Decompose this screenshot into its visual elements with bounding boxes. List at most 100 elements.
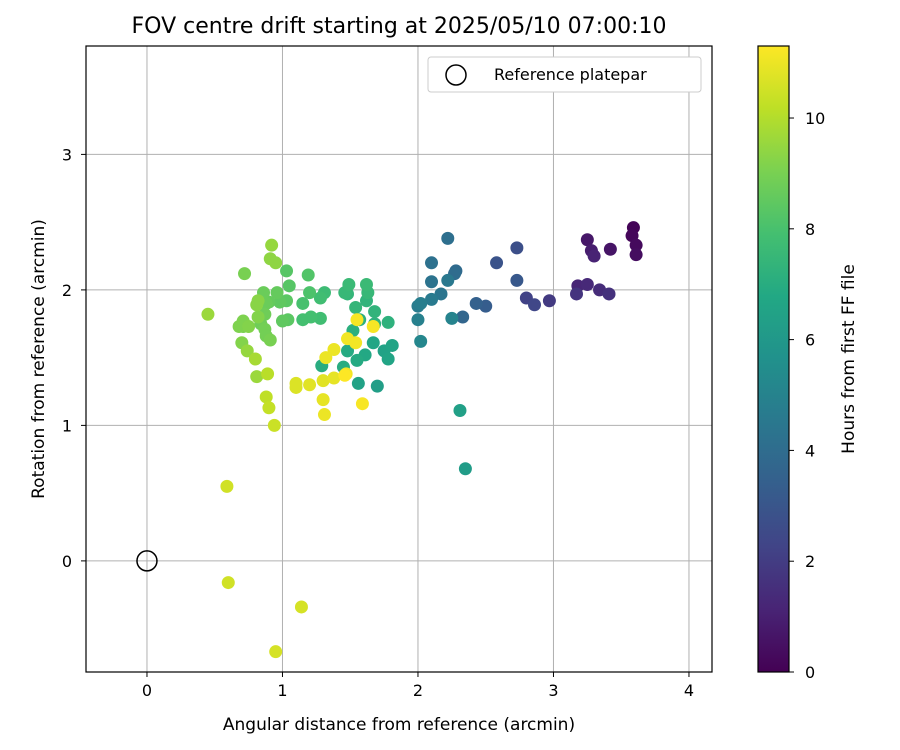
data-point <box>338 368 352 382</box>
data-point <box>469 296 483 310</box>
data-point <box>269 645 283 659</box>
data-point <box>425 256 439 270</box>
colorbar: 0 2 4 6 8 10 Hours from first FF file <box>757 45 859 682</box>
data-point <box>580 233 594 247</box>
x-axis-label: Angular distance from reference (arcmin) <box>223 715 575 735</box>
y-tick-label: 2 <box>62 281 72 300</box>
x-tick-label: 2 <box>413 681 423 700</box>
data-point <box>458 462 472 476</box>
colorbar-tick-label: 0 <box>805 663 815 682</box>
data-point <box>275 314 289 328</box>
data-point <box>342 277 356 291</box>
colorbar-label: Hours from first FF file <box>839 264 859 454</box>
data-point <box>296 296 310 310</box>
data-point <box>259 390 273 404</box>
x-tick-label: 3 <box>548 681 558 700</box>
data-point <box>294 600 308 614</box>
data-point <box>248 352 262 366</box>
data-point <box>570 287 584 301</box>
data-point <box>350 353 364 367</box>
data-point <box>263 333 277 347</box>
chart-title: FOV centre drift starting at 2025/05/10 … <box>132 14 667 39</box>
data-point <box>414 334 428 348</box>
data-point <box>350 313 364 327</box>
data-point <box>282 279 296 293</box>
data-point <box>366 336 380 350</box>
y-tick-label: 1 <box>62 416 72 435</box>
data-point <box>327 371 341 385</box>
data-point <box>251 294 265 308</box>
data-point <box>385 338 399 352</box>
data-point <box>319 351 333 365</box>
data-point <box>381 352 395 366</box>
data-point <box>542 294 556 308</box>
x-tick-label: 0 <box>142 681 152 700</box>
y-tick-label: 0 <box>62 552 72 571</box>
data-point <box>580 277 594 291</box>
data-point <box>220 479 234 493</box>
data-point <box>313 311 327 325</box>
data-point <box>453 403 467 417</box>
data-point <box>201 307 215 321</box>
data-point <box>425 275 439 289</box>
x-tick-label: 4 <box>684 681 694 700</box>
colorbar-tick-label: 6 <box>805 331 815 350</box>
data-point <box>510 273 524 287</box>
colorbar-ticks: 0 2 4 6 8 10 <box>789 109 825 682</box>
data-point <box>411 313 425 327</box>
data-points <box>201 221 643 659</box>
data-point <box>603 242 617 256</box>
axis-ticks: 0 1 2 3 4 0 1 2 3 <box>62 145 694 700</box>
data-point <box>587 249 601 263</box>
legend-box <box>427 56 702 93</box>
data-point <box>602 287 616 301</box>
data-point <box>414 296 428 310</box>
data-point <box>341 344 355 358</box>
data-point <box>267 418 281 432</box>
data-point <box>269 256 283 270</box>
data-point <box>629 238 643 252</box>
data-point <box>359 277 373 291</box>
data-point <box>303 286 317 300</box>
data-point <box>456 310 470 324</box>
legend-reference-marker <box>445 64 467 86</box>
data-point <box>317 408 331 422</box>
data-point <box>238 267 252 281</box>
colorbar-tick-label: 2 <box>805 552 815 571</box>
data-point <box>490 256 504 270</box>
data-point <box>349 301 363 315</box>
data-point <box>445 311 459 325</box>
data-point <box>351 376 365 390</box>
x-tick-label: 1 <box>277 681 287 700</box>
data-point <box>370 379 384 393</box>
data-point <box>629 248 643 262</box>
data-point <box>303 378 317 392</box>
reference-platepar-marker <box>136 550 158 572</box>
data-point <box>262 401 276 415</box>
data-point <box>242 319 256 333</box>
plot-area-frame <box>85 45 713 673</box>
data-point <box>381 315 395 329</box>
data-point <box>441 231 455 245</box>
data-point <box>296 313 310 327</box>
data-point <box>280 264 294 278</box>
data-point <box>270 286 284 300</box>
data-point <box>349 336 363 350</box>
data-point <box>355 397 369 411</box>
colorbar-gradient <box>757 45 790 673</box>
colorbar-tick-label: 8 <box>805 220 815 239</box>
data-point <box>327 343 341 357</box>
data-point <box>250 370 264 384</box>
data-point <box>441 273 455 287</box>
legend: Reference platepar <box>427 56 702 93</box>
data-point <box>425 292 439 306</box>
legend-label: Reference platepar <box>494 65 647 84</box>
data-point <box>251 310 265 324</box>
colorbar-tick-label: 10 <box>805 109 825 128</box>
data-point <box>368 305 382 319</box>
data-point <box>221 576 235 590</box>
y-axis-label: Rotation from reference (arcmin) <box>29 219 49 499</box>
data-point <box>316 393 330 407</box>
grid-lines <box>86 46 712 672</box>
